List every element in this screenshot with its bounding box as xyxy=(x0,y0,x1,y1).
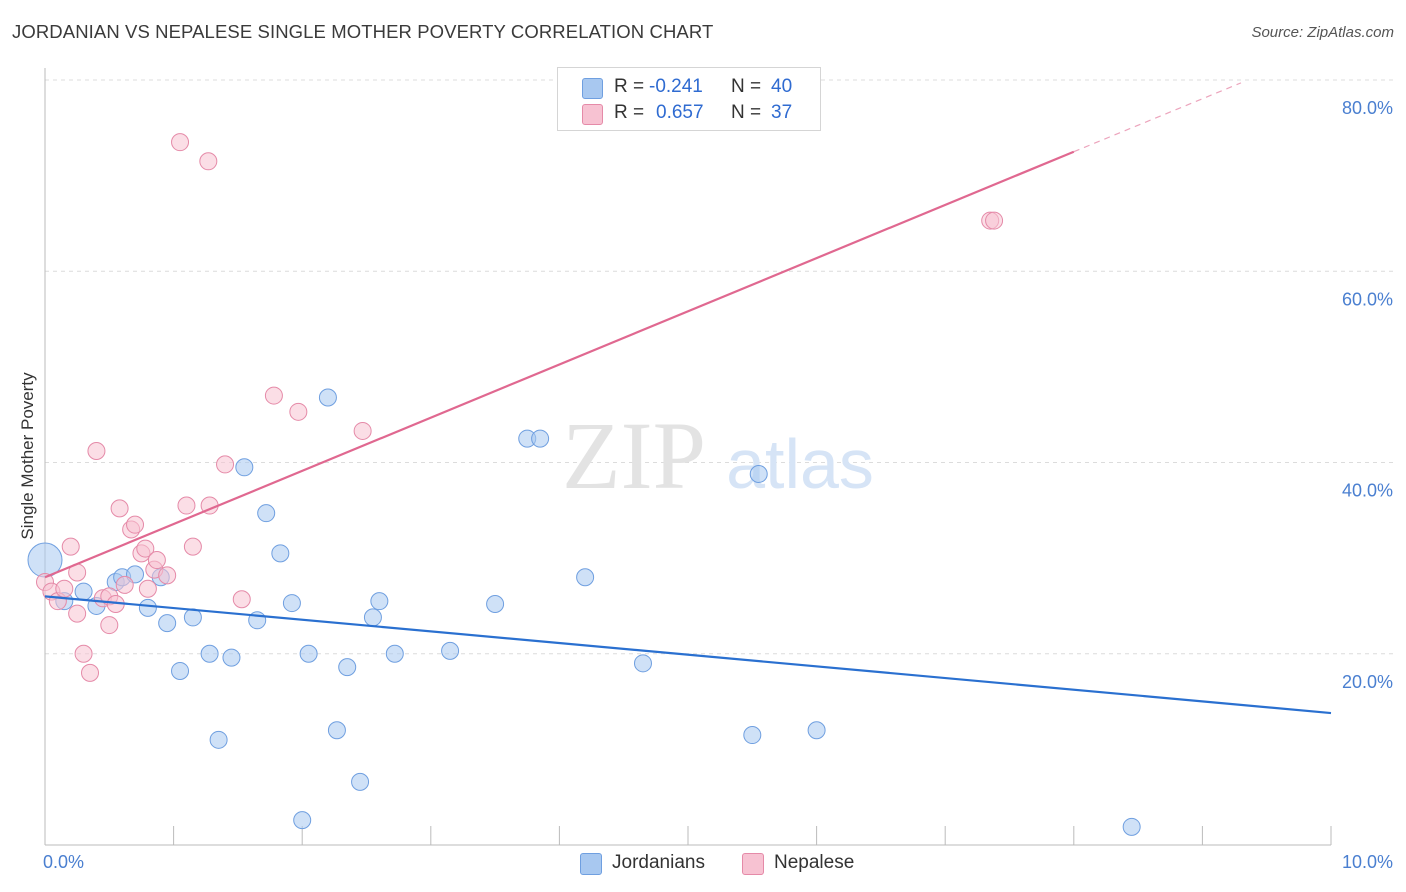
watermark-atlas: atlas xyxy=(726,425,874,503)
nepalese-point xyxy=(126,515,145,534)
nepalese-point xyxy=(183,537,202,556)
jordanians-point xyxy=(138,598,157,617)
jordanians-point xyxy=(235,458,254,477)
jordanians-point xyxy=(171,661,190,680)
legend-r-value: 0.657 xyxy=(656,102,704,123)
jordanians-point xyxy=(385,644,404,663)
grid-lines xyxy=(45,79,1393,655)
nepalese-point xyxy=(136,539,155,558)
jordanians-point xyxy=(351,772,370,791)
nepalese-point xyxy=(55,579,74,598)
jordanians-point xyxy=(222,648,241,667)
nepalese-point xyxy=(199,152,218,171)
legend-n-label: N = xyxy=(731,76,762,97)
axis-labels: Single Mother Poverty 0.0% 10.0% 20.0% 40… xyxy=(18,98,1393,872)
zipatlas-watermark: ZIP atlas xyxy=(562,402,874,509)
nepalese-point xyxy=(216,455,235,474)
jordanians-point xyxy=(74,582,93,601)
data-points xyxy=(27,133,1141,836)
bottom-legend-swatch-nepalese xyxy=(742,853,764,875)
nepalese-point xyxy=(158,566,177,585)
jordanians-point xyxy=(158,614,177,633)
nepalese-point xyxy=(100,616,119,635)
jordanians-point xyxy=(209,730,228,749)
jordanians-point xyxy=(576,568,595,587)
jordanians-point xyxy=(370,592,389,611)
nepalese-point xyxy=(81,663,100,682)
nepalese-point xyxy=(115,575,134,594)
legend-n-label: N = xyxy=(731,102,762,123)
trend-lines xyxy=(44,82,1332,715)
jordanians-point xyxy=(200,644,219,663)
legend-n-value: 37 xyxy=(771,102,793,123)
correlation-legend: R = -0.241 N = 40 R = 0.657 N = 37 xyxy=(557,67,821,131)
nepalese-point xyxy=(138,579,157,598)
legend-r-label: R = xyxy=(614,102,645,123)
nepalese-point xyxy=(177,496,196,515)
axes xyxy=(44,68,1332,846)
y-tick-label: 20.0% xyxy=(1342,672,1393,692)
nepalese-point xyxy=(61,537,80,556)
x-tick-label-max: 10.0% xyxy=(1342,852,1393,872)
jordanians-point xyxy=(327,721,346,740)
nepalese-point xyxy=(110,499,129,518)
bottom-legend-swatch-jordanians xyxy=(580,853,602,875)
nepalese-trend-line xyxy=(44,150,1075,579)
jordanians-point xyxy=(318,388,337,407)
jordanians-point xyxy=(282,594,301,613)
legend-n-value: 40 xyxy=(771,76,793,97)
nepalese-point xyxy=(232,590,251,609)
y-tick-label: 40.0% xyxy=(1342,481,1393,501)
chart-title: JORDANIAN VS NEPALESE SINGLE MOTHER POVE… xyxy=(12,21,714,42)
legend-swatch-jordanians xyxy=(582,78,603,99)
legend-r-label: R = xyxy=(614,76,645,97)
jordanians-point xyxy=(299,644,318,663)
jordanians-point xyxy=(743,726,762,745)
jordanians-point xyxy=(363,608,382,627)
nepalese-point xyxy=(147,551,166,570)
legend-swatch-nepalese xyxy=(582,104,603,125)
jordanians-point xyxy=(486,595,505,614)
nepalese-point xyxy=(353,421,372,440)
nepalese-point xyxy=(289,402,308,421)
jordanians-point xyxy=(338,658,357,677)
jordanians-trend-line xyxy=(44,595,1332,715)
y-tick-label: 60.0% xyxy=(1342,289,1393,309)
jordanians-point xyxy=(271,544,290,563)
jordanians-point xyxy=(633,654,652,673)
nepalese-point xyxy=(87,442,106,461)
y-tick-label: 80.0% xyxy=(1342,98,1393,118)
jordanians-point xyxy=(531,429,550,448)
jordanians-point xyxy=(749,464,768,483)
watermark-zip: ZIP xyxy=(562,402,706,509)
nepalese-point xyxy=(171,133,190,152)
nepalese-point xyxy=(264,386,283,405)
jordanians-point xyxy=(441,641,460,660)
jordanians-point xyxy=(183,608,202,627)
y-axis-label: Single Mother Poverty xyxy=(18,372,37,540)
chart-source: Source: ZipAtlas.com xyxy=(1251,24,1394,41)
nepalese-point xyxy=(68,604,87,623)
jordanians-point xyxy=(807,721,826,740)
nepalese-point xyxy=(985,211,1004,230)
nepalese-point xyxy=(74,644,93,663)
x-tick-label-min: 0.0% xyxy=(43,852,84,872)
jordanians-point xyxy=(257,504,276,523)
legend-r-value: -0.241 xyxy=(649,76,703,97)
jordanians-point xyxy=(1122,817,1141,836)
jordanians-point xyxy=(293,811,312,830)
bottom-legend-label: Jordanians xyxy=(612,852,705,873)
bottom-legend-label: Nepalese xyxy=(774,852,855,873)
nepalese-trend-extension xyxy=(1073,82,1242,153)
